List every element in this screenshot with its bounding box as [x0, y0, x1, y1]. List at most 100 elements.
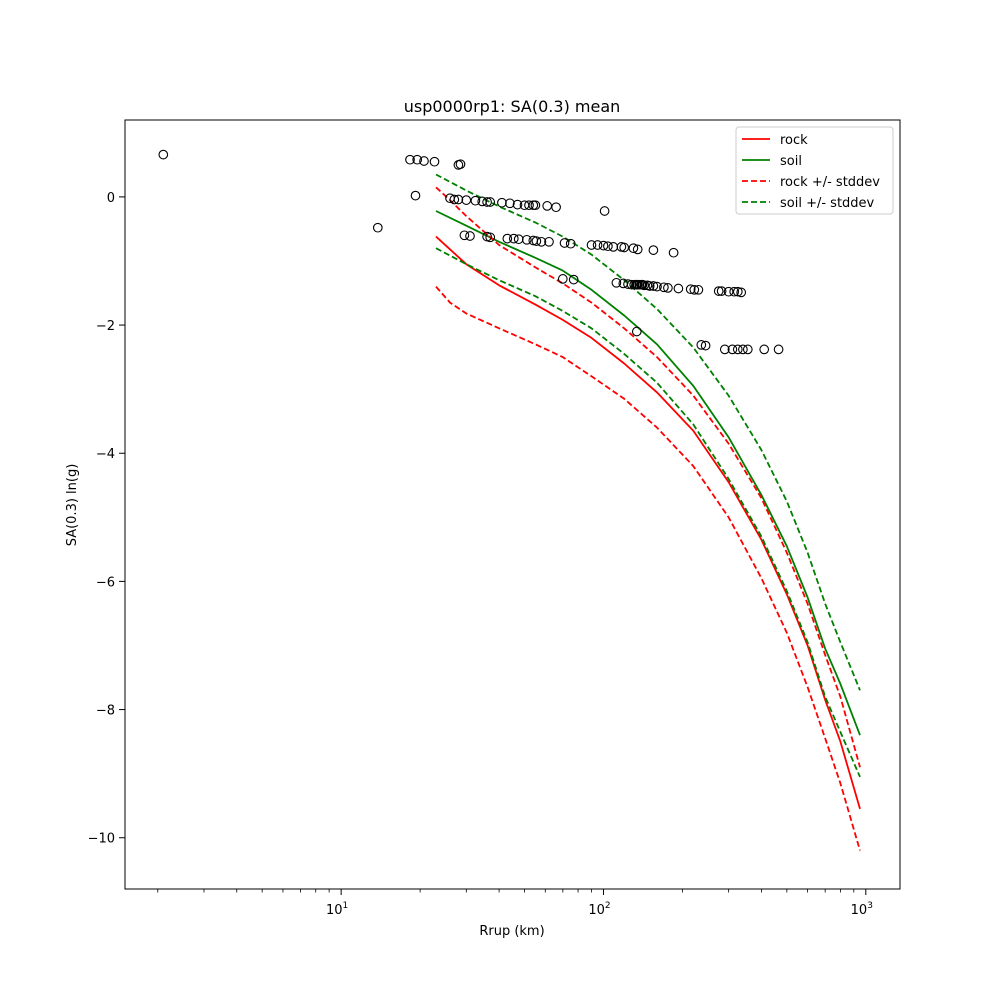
x-tick-label: 102: [588, 901, 610, 918]
observation-point: [648, 245, 659, 255]
observation-point: [713, 286, 724, 296]
observation-point: [405, 154, 415, 165]
observation-point: [502, 233, 513, 244]
observation-point: [619, 242, 630, 253]
series-line-0: [435, 235, 861, 810]
observation-point: [158, 149, 169, 160]
observation-point: [521, 234, 532, 245]
observation-point: [685, 284, 696, 295]
y-tick-label: 0: [107, 191, 115, 206]
series-line-3: [435, 286, 861, 851]
series-line-2: [435, 186, 861, 768]
observation-point: [611, 277, 622, 288]
observation-point: [412, 154, 423, 165]
observation-point: [628, 243, 639, 254]
observation-point: [689, 284, 700, 295]
observation-point: [497, 197, 507, 208]
observation-point: [736, 287, 747, 298]
observation-point: [693, 284, 704, 295]
observation-point: [482, 197, 492, 207]
observation-point: [508, 233, 519, 244]
observation-point: [631, 326, 642, 337]
data-layer: [158, 149, 861, 851]
observation-point: [719, 344, 730, 355]
observation-point: [648, 281, 659, 291]
observation-point: [429, 156, 440, 167]
axes: 101 102 103 0 −2 −4 −6 −8 −10: [88, 191, 873, 918]
observation-point: [459, 230, 470, 241]
observation-point: [696, 340, 707, 350]
plot-frame: [124, 119, 901, 890]
observation-point: [524, 200, 534, 211]
observation-point: [598, 240, 609, 251]
y-axis-label: SA(0.3) ln(g): [65, 464, 80, 547]
observation-point: [557, 274, 568, 284]
y-tick-label: −6: [96, 575, 115, 590]
plot-area: [125, 120, 900, 889]
legend-label: rock +/- stddev: [780, 175, 880, 190]
y-tick-label: −2: [96, 319, 115, 334]
observation-point: [700, 340, 711, 351]
observation-point: [485, 232, 496, 243]
observation-point: [485, 197, 496, 207]
legend-box: [735, 126, 894, 215]
observation-point: [644, 281, 655, 291]
observation-point: [505, 198, 515, 209]
y-tick-label: −10: [88, 832, 115, 847]
chart-title: usp0000rp1: SA(0.3) mean: [404, 97, 621, 116]
legend-label: rock: [780, 133, 808, 148]
observation-point: [512, 199, 523, 210]
observation-point: [599, 206, 610, 216]
legend-label: soil +/- stddev: [780, 196, 875, 211]
observation-point: [470, 195, 481, 206]
observation-point: [759, 344, 770, 355]
observation-point: [652, 281, 662, 292]
observation-point: [477, 196, 488, 207]
y-tick-label: −8: [96, 704, 115, 719]
observation-point: [659, 282, 669, 293]
observation-point: [729, 286, 740, 297]
x-tick-label: 101: [326, 901, 348, 918]
observation-point: [732, 286, 743, 297]
observation-point: [663, 283, 673, 293]
observation-point: [551, 202, 561, 213]
observation-point: [626, 279, 637, 290]
legend-label: soil: [780, 154, 802, 169]
x-axis-label: Rrup (km): [479, 924, 544, 939]
observation-point: [586, 240, 597, 250]
observation-point: [673, 283, 684, 294]
observation-point: [668, 247, 679, 258]
series-line-4: [435, 173, 861, 691]
observation-point: [465, 231, 475, 241]
observation-point: [727, 344, 738, 355]
observation-point: [449, 194, 460, 205]
observation-point: [568, 274, 579, 285]
observation-point: [565, 238, 576, 249]
observation-point: [453, 194, 464, 205]
observation-point: [732, 344, 743, 355]
legend: rock soil rock +/- stddev soil +/- stddev: [735, 126, 894, 215]
observation-point: [410, 190, 421, 201]
observation-point: [531, 236, 542, 246]
observation-point: [742, 344, 753, 355]
observation-point: [544, 236, 554, 247]
series-line-5: [435, 247, 861, 778]
observation-point: [603, 241, 613, 252]
y-tick-label: −4: [96, 447, 115, 462]
x-tick-label: 103: [851, 901, 873, 918]
observation-point: [559, 238, 570, 248]
observation-point: [632, 244, 643, 255]
observation-point: [738, 344, 748, 355]
observation-point: [372, 222, 383, 233]
observation-point: [455, 159, 466, 170]
observation-point: [536, 236, 547, 247]
observation-point: [716, 286, 727, 296]
observation-point: [639, 280, 650, 291]
observation-point: [592, 240, 603, 250]
observation-point: [530, 200, 541, 211]
series-line-1: [435, 210, 861, 736]
observation-point: [419, 156, 429, 166]
observation-point: [773, 344, 784, 355]
